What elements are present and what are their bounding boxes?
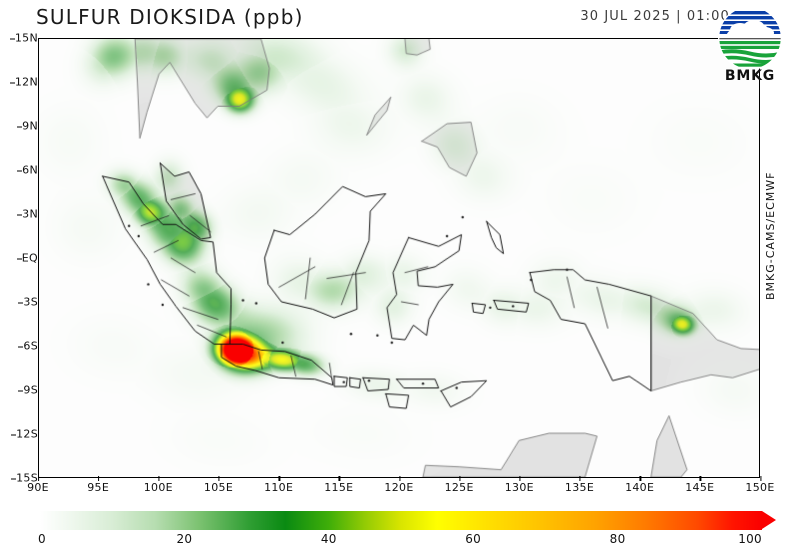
x-axis-tick-mark [399, 476, 401, 481]
y-axis-tick-label: 3S [18, 296, 38, 309]
x-axis-tick-label: 150E [745, 476, 774, 494]
x-axis-tick-mark [278, 476, 281, 481]
colorbar-tick-label: 20 [176, 532, 193, 546]
y-axis-tick-mark [16, 258, 22, 260]
x-axis-tick-label: 100E [144, 476, 173, 494]
y-axis-tick-label: EQ [16, 252, 38, 265]
x-axis-tick-label: 95E [87, 476, 109, 494]
data-source-credit: BMKG-CAMS/ECMWF [764, 171, 777, 300]
colorbar-tick-label: 80 [609, 532, 626, 546]
y-axis-tick-mark [18, 302, 24, 304]
y-axis-tick-mark [9, 38, 15, 40]
colorbar-extend-arrow-icon [762, 511, 776, 529]
y-axis-tick-mark [17, 170, 23, 172]
y-axis-tick-label: 3N [17, 208, 38, 221]
y-axis-tick-mark [11, 434, 17, 436]
colorbar-tick-label: 0 [38, 532, 46, 546]
bmkg-emblem-icon [718, 6, 782, 70]
colorbar[interactable]: 0 20 40 60 80 100 [38, 511, 776, 547]
x-axis-tick-mark [37, 476, 40, 481]
colorbar-tick-label: 100 [738, 532, 762, 546]
colorbar-tick-label: 60 [465, 532, 482, 546]
y-axis-tick-label: 6S [18, 340, 38, 353]
header: SULFUR DIOKSIDA (ppb) 30 JUL 2025 | 01:0… [0, 0, 800, 38]
x-axis-tick-mark [639, 476, 642, 481]
x-axis-tick-label: 110E [264, 476, 293, 494]
x-axis-tick-label: 125E [445, 476, 474, 494]
y-axis-tick-label: 9N [17, 120, 38, 133]
y-axis-tick-label: 12N [9, 76, 38, 89]
bmkg-logo-text: BMKG [724, 68, 776, 84]
y-axis-tick-label: 15S [11, 472, 38, 485]
x-axis-tick-label: 140E [625, 476, 654, 494]
x-axis-tick-label: 115E [324, 476, 353, 494]
x-axis-tick-mark [519, 476, 521, 481]
y-axis-tick-mark [17, 126, 23, 128]
map-plot-frame[interactable] [38, 38, 760, 478]
x-axis-tick-label: 120E [384, 476, 413, 494]
colorbar-tick-label: 40 [320, 532, 337, 546]
x-axis-tick-mark [459, 476, 461, 481]
x-axis-tick-label: 145E [685, 476, 714, 494]
x-axis-tick-label: 105E [204, 476, 233, 494]
x-axis-tick-mark [98, 476, 100, 481]
y-axis-tick-mark [18, 390, 24, 392]
timestamp-label: 30 JUL 2025 | 01:00 WIB [580, 9, 764, 24]
page-title: SULFUR DIOKSIDA (ppb) [36, 5, 304, 29]
colorbar-gradient [40, 511, 762, 530]
y-axis-tick-label: 15N [9, 32, 38, 45]
x-axis-tick-mark [218, 476, 220, 481]
y-axis-tick-label: 12S [11, 428, 38, 441]
x-axis-tick-mark [158, 476, 160, 481]
x-axis-tick-mark [699, 476, 702, 481]
x-axis-tick-label: 90E [27, 476, 49, 494]
y-axis-tick-mark [17, 214, 23, 216]
x-axis-tick-label: 130E [505, 476, 534, 494]
x-axis-tick-label: 135E [565, 476, 594, 494]
y-axis-tick-label: 9S [18, 384, 38, 397]
x-axis-tick-mark [579, 476, 581, 481]
bmkg-logo: BMKG [708, 6, 792, 90]
y-axis-tick-mark [18, 346, 24, 348]
y-axis-tick-label: 6N [17, 164, 38, 177]
x-axis-tick-mark [760, 476, 762, 481]
x-axis-tick-mark [338, 476, 341, 481]
so2-concentration-heatmap [39, 39, 759, 477]
y-axis-tick-mark [9, 82, 15, 84]
y-axis-tick-mark [11, 478, 17, 480]
